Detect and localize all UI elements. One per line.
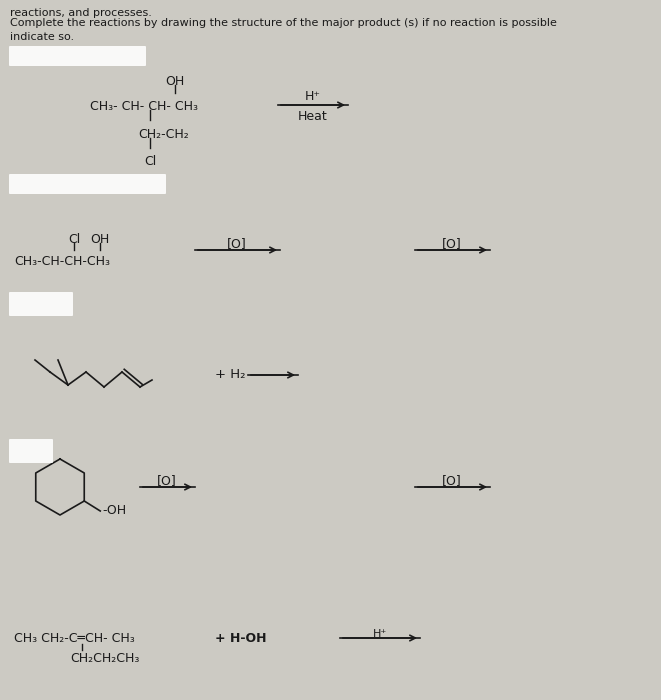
Text: Cl: Cl	[68, 233, 80, 246]
Text: [O]: [O]	[442, 474, 462, 487]
FancyBboxPatch shape	[9, 439, 53, 463]
Text: Complete the reactions by drawing the structure of the major product (s) if no r: Complete the reactions by drawing the st…	[10, 18, 557, 28]
Text: + H-OH: + H-OH	[215, 632, 266, 645]
Text: Heat: Heat	[298, 110, 328, 123]
Text: [O]: [O]	[157, 474, 177, 487]
Text: + H₂: + H₂	[215, 368, 245, 382]
Text: CH₂-CH₂: CH₂-CH₂	[138, 128, 189, 141]
FancyBboxPatch shape	[9, 46, 146, 66]
Text: [O]: [O]	[227, 237, 247, 250]
Text: H⁺: H⁺	[305, 90, 321, 103]
FancyBboxPatch shape	[9, 174, 166, 194]
Text: indicate so.: indicate so.	[10, 32, 74, 42]
Text: Cl: Cl	[144, 155, 156, 168]
Text: CH₃ CH₂-C═CH- CH₃: CH₃ CH₂-C═CH- CH₃	[14, 632, 135, 645]
Text: CH₃-CH-CH-CH₃: CH₃-CH-CH-CH₃	[14, 255, 110, 268]
Text: H⁺: H⁺	[373, 629, 387, 639]
Text: [O]: [O]	[442, 237, 462, 250]
Text: reactions, and processes.: reactions, and processes.	[10, 8, 152, 18]
Text: CH₂CH₂CH₃: CH₂CH₂CH₃	[70, 652, 139, 665]
Text: -OH: -OH	[102, 505, 126, 517]
Text: OH: OH	[165, 75, 184, 88]
Text: CH₃- CH- CH- CH₃: CH₃- CH- CH- CH₃	[90, 100, 198, 113]
FancyBboxPatch shape	[9, 292, 73, 316]
Text: OH: OH	[91, 233, 110, 246]
